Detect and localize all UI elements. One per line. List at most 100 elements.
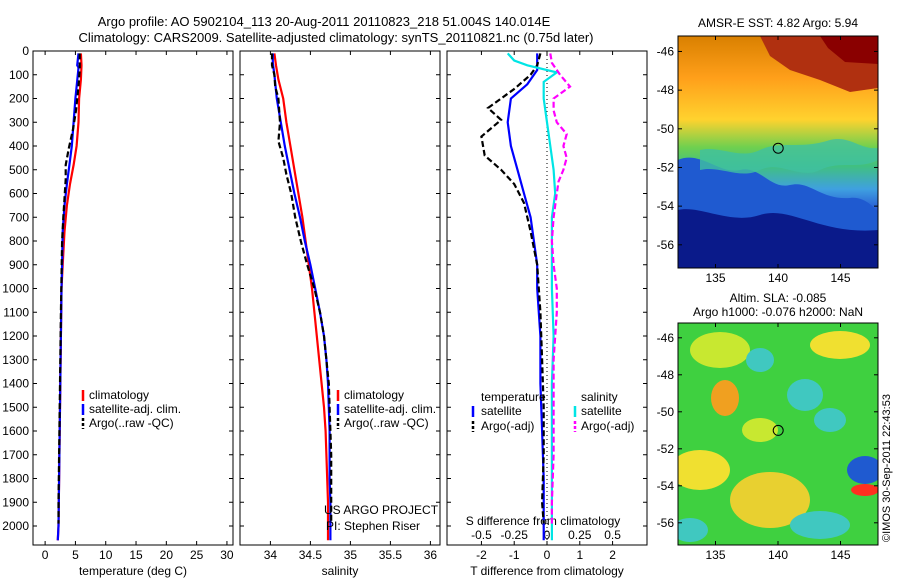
temperature-xtick-label: 5 [72, 548, 79, 562]
sst-map-lat-label: -52 [657, 160, 675, 174]
sst-map-lat-label: -46 [657, 44, 675, 58]
salinity-xtick-label: 35 [344, 548, 358, 562]
sla-map-lat-label: -48 [657, 368, 675, 382]
temperature-xtick-label: 10 [99, 548, 113, 562]
salinity-diff-tick-label: 0.5 [604, 528, 621, 542]
sla-blob-11 [790, 511, 850, 539]
salinity-xtick-label: 34.5 [299, 548, 323, 562]
sla-blob-7 [678, 450, 730, 490]
difference-xtick-label: -1 [509, 548, 520, 562]
sla-map-axes: 135 140 145 -46 -48 -50 -52 -54 -56 [657, 323, 878, 562]
salinity-legend-entry: satellite-adj. clim. [344, 402, 436, 416]
salinity-diff-tick-label: 0 [544, 528, 551, 542]
temperature-legend-entry: Argo(..raw -QC) [89, 416, 174, 430]
depth-tick-label: 1100 [3, 305, 29, 319]
temperature-profile-panel: 0 5 10 15 20 25 30 temperature (deg C) 0 100 200 30… [2, 44, 234, 578]
salinity-diff-tick-label: 0.25 [568, 528, 592, 542]
sst-map-lat-label: -54 [657, 199, 675, 213]
sla-blob-9 [847, 456, 878, 484]
difference-series-salinity-argo-adj [549, 53, 572, 524]
sla-blob-10 [851, 484, 878, 496]
difference-xtick-label: 2 [609, 548, 616, 562]
difference-xtick-label: 0 [544, 548, 551, 562]
salinity-xlabel: salinity [322, 564, 359, 578]
depth-tick-label: 500 [9, 163, 29, 177]
difference-legend-right-entry: satellite [581, 404, 622, 418]
sst-field [678, 36, 878, 268]
temperature-plot-frame [32, 50, 234, 546]
difference-plot-frame [446, 50, 648, 546]
sla-blob-6 [814, 408, 846, 432]
difference-legend-left-entry: satellite [481, 404, 522, 418]
salinity-project-annotation: PI: Stephen Riser [326, 519, 420, 533]
sst-map-axes: 135 140 145 -46 -48 -50 -52 -54 -56 [657, 36, 878, 285]
salinity-series-satellite-adj-clim [271, 53, 332, 541]
sst-map-lon-label: 145 [830, 271, 850, 285]
difference-legend-right-entry: Argo(-adj) [581, 419, 634, 433]
sla-blob-13 [742, 418, 778, 442]
difference-legend-left-entry: Argo(-adj) [481, 419, 534, 433]
sst-front [700, 138, 878, 174]
sla-field [678, 323, 878, 545]
difference-xlabel: T difference from climatology [470, 564, 624, 578]
sst-map-lat-label: -48 [657, 83, 675, 97]
temperature-xtick-label: 30 [220, 548, 234, 562]
depth-tick-label: 0 [22, 44, 29, 58]
sst-map-title: AMSR-E SST: 4.82 Argo: 5.94 [698, 16, 858, 30]
sla-map-lon-label: 140 [768, 548, 788, 562]
sla-blob-3 [746, 348, 774, 372]
depth-tick-label: 700 [9, 210, 29, 224]
depth-tick-label: 1600 [2, 424, 29, 438]
sst-argo-location-marker [772, 142, 784, 154]
depth-tick-label: 1000 [2, 282, 29, 296]
sla-blob-12 [678, 518, 708, 542]
sla-map-lat-label: -50 [657, 405, 675, 419]
salinity-xtick-label: 34 [264, 548, 278, 562]
sst-map-lon-label: 135 [705, 271, 725, 285]
sla-map-panel: Altim. SLA: -0.085 Argo h1000: -0.076 h2… [657, 291, 879, 562]
salinity-series-climatology [273, 53, 330, 541]
difference-xtick-label: -2 [476, 548, 487, 562]
imos-credit: ©IMOS 30-Sep-2011 22:43:53 [881, 394, 893, 542]
temperature-legend-entry: climatology [89, 388, 149, 402]
depth-tick-label: 1400 [2, 377, 29, 391]
salinity-diff-tick-label: -0.5 [471, 528, 492, 542]
salinity-plot-frame [239, 50, 441, 546]
temperature-legend-entry: satellite-adj. clim. [89, 402, 181, 416]
difference-profile-panel: -2 -1 0 1 2 T difference from climatology -0.5… [446, 50, 648, 578]
sla-blob-5 [810, 331, 870, 359]
difference-series-salinity-satellite [506, 52, 560, 541]
sst-coldest-region [678, 209, 878, 268]
salinity-series-argo-raw-qc [270, 53, 333, 524]
sla-blob-2 [711, 380, 739, 416]
sla-map-lon-label: 135 [705, 548, 725, 562]
sla-argo-location-marker [772, 424, 784, 436]
depth-tick-label: 600 [9, 187, 29, 201]
header-line-1: Argo profile: AO 5902104_113 20-Aug-2011… [98, 14, 551, 29]
salinity-profile-panel: 34 34.5 35 35.5 36 salinity climatologysatelli… [239, 50, 441, 578]
sla-map-title: Altim. SLA: -0.085 [730, 291, 827, 305]
difference-legend-right-title: salinity [581, 390, 618, 404]
depth-tick-label: 800 [9, 234, 29, 248]
sla-map-lat-label: -46 [657, 331, 675, 345]
salinity-legend-entry: Argo(..raw -QC) [344, 416, 429, 430]
depth-tick-label: 100 [9, 68, 29, 82]
salinity-project-annotation: US ARGO PROJECT [324, 503, 439, 517]
sst-map-lat-label: -56 [657, 238, 675, 252]
difference-series-temperature-argo-adj [480, 53, 545, 524]
difference-legend-left-title: temperature [481, 390, 546, 404]
depth-tick-label: 200 [9, 92, 29, 106]
salinity-xtick-label: 35.5 [379, 548, 403, 562]
temperature-xtick-label: 25 [190, 548, 204, 562]
sla-map-lat-label: -54 [657, 479, 675, 493]
depth-tick-label: 900 [9, 258, 29, 272]
depth-tick-label: 400 [9, 139, 29, 153]
depth-tick-label: 1200 [2, 329, 29, 343]
depth-tick-label: 300 [9, 115, 29, 129]
temperature-xtick-label: 0 [42, 548, 49, 562]
salinity-legend-entry: climatology [344, 388, 404, 402]
salinity-xtick-label: 36 [424, 548, 438, 562]
salinity-diff-tick-label: -0.25 [501, 528, 529, 542]
temperature-xtick-label: 20 [160, 548, 174, 562]
